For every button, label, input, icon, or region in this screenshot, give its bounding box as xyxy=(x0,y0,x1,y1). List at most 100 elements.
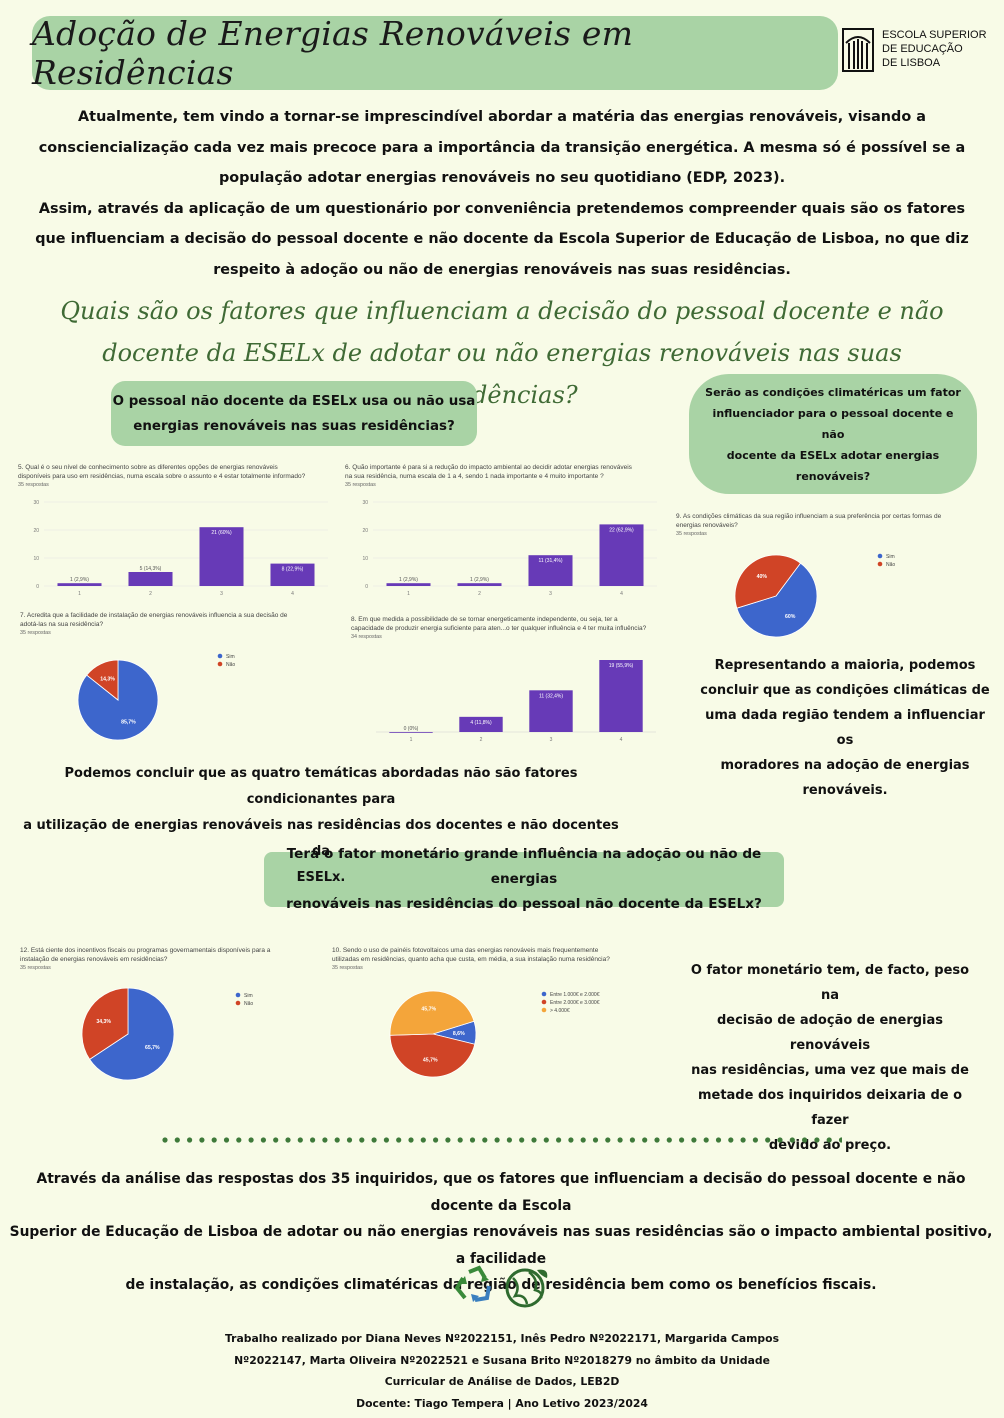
y-tick-label: 0 xyxy=(365,584,368,590)
bar xyxy=(599,660,643,732)
pie-slice xyxy=(86,659,119,701)
bar-label: 1 (2,9%) xyxy=(70,577,89,583)
bar-label: 19 (55,9%) xyxy=(609,663,634,669)
x-tick-label: 2 xyxy=(478,591,481,597)
divider-dot xyxy=(592,1137,599,1143)
divider-dot xyxy=(519,1137,525,1143)
x-tick-label: 3 xyxy=(549,591,552,597)
bar-label: 22 (62,9%) xyxy=(609,527,634,533)
legend-label: Entre 1.000€ e 2.000€ xyxy=(550,992,600,998)
divider-dot xyxy=(752,1137,759,1143)
bar xyxy=(57,583,102,586)
logo-text: ESCOLA SUPERIOR DE EDUCAÇÃO DE LISBOA xyxy=(882,29,987,69)
legend-dot xyxy=(541,991,547,997)
chart-caption-q5: 5. Qual é o seu nível de conhecimento so… xyxy=(18,464,306,488)
divider-dot xyxy=(691,1137,697,1143)
pie-slice xyxy=(389,1033,476,1078)
x-tick-label: 3 xyxy=(550,737,553,743)
x-tick-label: 3 xyxy=(220,591,223,597)
divider-dot xyxy=(642,1137,648,1143)
divider-dot xyxy=(334,1137,340,1143)
y-tick-label: 20 xyxy=(362,528,368,534)
divider-dot xyxy=(765,1137,771,1143)
y-tick-label: 30 xyxy=(362,500,368,506)
chart-caption-q7: 7. Acredita que a facilidade de instalaç… xyxy=(20,612,288,636)
final-conclusion: Através da análise das respostas dos 35 … xyxy=(9,1171,993,1293)
bar-label: 21 (60%) xyxy=(211,530,232,536)
pie-slice xyxy=(734,554,802,609)
y-tick-label: 0 xyxy=(36,584,39,590)
divider-dot xyxy=(371,1137,377,1143)
pie-label: 8,6% xyxy=(453,1031,465,1037)
conclusion-usage: Podemos concluir que as quatro temáticas… xyxy=(23,766,619,885)
divider-dot xyxy=(629,1137,635,1143)
pie-label: 34,3% xyxy=(96,1019,111,1025)
bar xyxy=(386,583,431,586)
divider-dot xyxy=(679,1137,685,1143)
bar xyxy=(389,732,433,733)
pie-slice xyxy=(736,562,818,638)
divider-dot xyxy=(420,1137,426,1143)
poster-title: Adoção de Energias Renováveis em Residên… xyxy=(32,14,634,92)
y-tick-label: 10 xyxy=(362,556,368,562)
divider-dot xyxy=(568,1137,574,1143)
pie-label: 45,7% xyxy=(421,1007,436,1013)
divider-dot xyxy=(703,1137,709,1143)
legend-label: Não xyxy=(886,562,895,568)
y-tick-label: 10 xyxy=(33,556,39,562)
divider-dot xyxy=(617,1137,623,1143)
school-logo: ESCOLA SUPERIOR DE EDUCAÇÃO DE LISBOA xyxy=(842,24,992,74)
divider-dot xyxy=(654,1137,660,1143)
bar xyxy=(199,527,244,586)
legend-label: Sim xyxy=(244,993,253,999)
divider-dot xyxy=(223,1137,230,1143)
pie-chart-q10: 8,6% 45,7% 45,7% Entre 1.000€ e 2.000€ Entre… xyxy=(389,990,600,1078)
divider-dot xyxy=(506,1137,512,1143)
legend-dot xyxy=(541,1007,547,1013)
pie-slice xyxy=(81,987,129,1060)
divider-dot xyxy=(740,1137,746,1143)
bar-chart-q6: 0 10 20 30 1 (2,9%) 1 1 (2,9%) 2 11 (31,4%) 3 22 (… xyxy=(362,500,657,597)
divider-dot xyxy=(445,1137,451,1143)
y-tick-label: 20 xyxy=(33,528,39,534)
intro-text: Atualmente, tem vindo a tornar-se impres… xyxy=(35,109,969,278)
legend-label: > 4.000€ xyxy=(550,1008,570,1014)
divider-dot xyxy=(199,1137,205,1143)
divider-dot xyxy=(285,1137,291,1143)
question-box-climate: Serão as condições climatéricas um fator… xyxy=(689,374,977,494)
bar xyxy=(599,524,644,586)
divider-dot xyxy=(728,1137,734,1143)
x-tick-label: 4 xyxy=(620,591,623,597)
bar xyxy=(528,555,573,586)
eco-icons xyxy=(455,1265,548,1308)
x-tick-label: 4 xyxy=(291,591,294,597)
divider-dot xyxy=(273,1137,279,1143)
divider-dot xyxy=(531,1137,537,1143)
question-box-monetary: Terá o fator monetário grande influência… xyxy=(264,846,784,912)
conclusion-monetary: O fator monetário tem, de facto, peso na… xyxy=(690,963,970,1153)
chart-caption-q6: 6. Quão importante é para si a redução d… xyxy=(345,464,632,488)
bar-label: 4 (11,8%) xyxy=(470,720,492,726)
divider-dot xyxy=(789,1137,795,1143)
divider-dot xyxy=(248,1137,254,1143)
dotted-divider xyxy=(162,1137,842,1143)
divider-dot xyxy=(543,1137,549,1143)
x-tick-label: 1 xyxy=(410,737,413,743)
divider-dot xyxy=(408,1137,414,1143)
divider-dot xyxy=(482,1137,488,1143)
divider-dot xyxy=(211,1137,217,1143)
divider-dot xyxy=(310,1137,316,1143)
divider-dot xyxy=(826,1137,832,1143)
divider-dot xyxy=(666,1137,672,1143)
divider-dot xyxy=(433,1137,439,1143)
pie-label: 14,3% xyxy=(100,676,115,682)
divider-dot xyxy=(469,1137,476,1143)
legend-dot xyxy=(235,1000,241,1006)
legend-dot xyxy=(877,553,883,559)
building-icon xyxy=(842,28,874,72)
pie-chart-q12: 65,7% 34,3% Sim Não xyxy=(81,987,253,1081)
bar-label: 8 (22,9%) xyxy=(282,567,304,573)
bar-chart-q8: 0 (0%) 1 4 (11,8%) 2 11 (32,4%) 3 19 (55,9%) 4 xyxy=(376,660,656,743)
bar-chart-q5: 0 10 20 30 1 (2,9%) 1 5 (14,3%) 2 21 (60%) 3 8 (22… xyxy=(33,500,328,597)
bar-label: 1 (2,9%) xyxy=(399,577,418,583)
